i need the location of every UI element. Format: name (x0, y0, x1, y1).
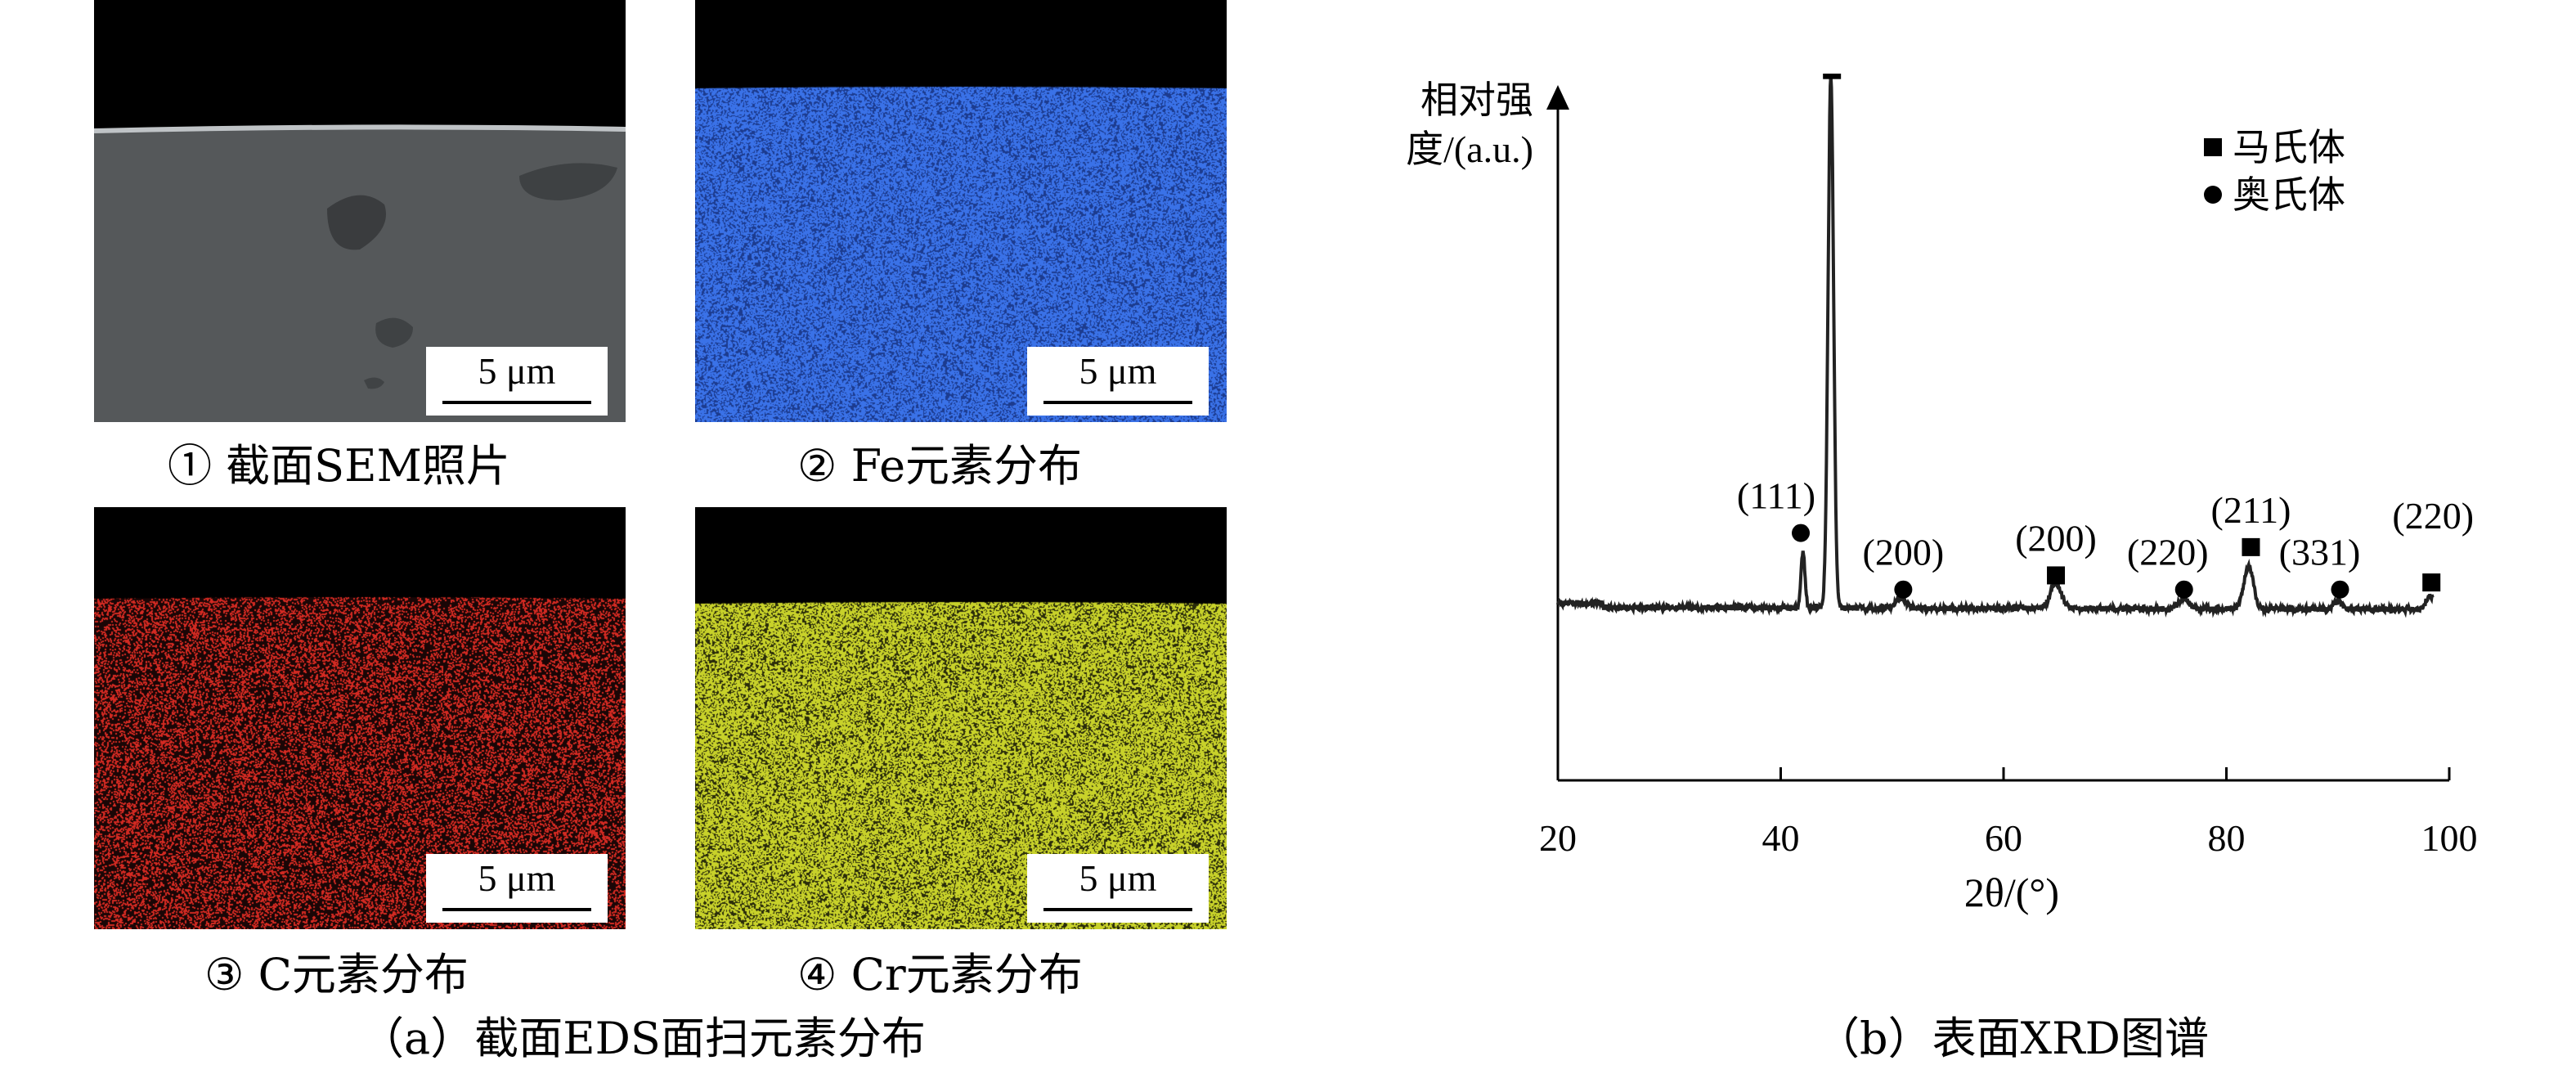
peak-annotations: (110)(111)(200)(200)(220)(211)(331)(220) (1737, 74, 2474, 599)
chart-axes (1546, 85, 2451, 782)
x-tick-labels: 20 40 60 80 100 (1539, 817, 2478, 859)
sem-caption: ① 截面SEM照片 (168, 440, 510, 492)
c-caption: ③ C元素分布 (204, 949, 469, 1000)
scale-bar-label: 5 μm (478, 350, 556, 392)
legend-circle-marker (2204, 186, 2222, 204)
x-tick-label: 100 (2421, 817, 2478, 859)
legend-label: 奥氏体 (2233, 174, 2345, 216)
x-tick-label: 60 (1985, 817, 2022, 859)
x-axis-label: 2θ/(°) (1964, 870, 2059, 915)
c-map-image: 5 μm (94, 507, 626, 929)
peak-label: (331) (2279, 532, 2361, 573)
sem-image-canvas (94, 0, 626, 422)
peak-label: (220) (2392, 495, 2474, 537)
fe-caption: ② Fe元素分布 (797, 440, 1083, 492)
scale-bar: 5 μm (426, 854, 608, 923)
scale-bar-label: 5 μm (1079, 350, 1157, 392)
legend-square-marker (2204, 138, 2222, 156)
martensite-marker (2047, 566, 2066, 585)
scale-bar-line (442, 908, 591, 911)
martensite-marker (1823, 74, 1842, 79)
scale-bar: 5 μm (1027, 854, 1209, 923)
austenite-marker (1792, 524, 1811, 542)
series-line (1556, 75, 2435, 618)
x-tick-label: 20 (1539, 817, 1577, 859)
peak-label: (220) (2127, 532, 2209, 573)
austenite-marker (2331, 580, 2349, 599)
panel-a-caption: （a）截面EDS面扫元素分布 (360, 1013, 926, 1064)
austenite-marker (1894, 580, 1913, 599)
scale-bar: 5 μm (1027, 347, 1209, 416)
scale-bar-line (1043, 908, 1192, 911)
sem-image: 5 μm (94, 0, 626, 422)
scale-bar-label: 5 μm (478, 857, 556, 899)
peak-label: (211) (2211, 489, 2291, 531)
cr-map-image: 5 μm (695, 507, 1227, 929)
scale-bar-line (1043, 401, 1192, 404)
fe-map-image: 5 μm (695, 0, 1227, 422)
peak-label: (200) (1863, 532, 1945, 573)
scale-bar: 5 μm (426, 347, 608, 416)
panel-b-caption: （b）表面XRD图谱 (1815, 1013, 2209, 1064)
y-axis-arrow (1546, 85, 1569, 110)
peak-label: (200) (2015, 517, 2097, 559)
martensite-marker (2242, 537, 2260, 556)
legend-label: 马氏体 (2233, 127, 2345, 169)
scale-bar-line (442, 401, 591, 404)
martensite-marker (2422, 573, 2441, 592)
cr-caption: ④ Cr元素分布 (797, 949, 1083, 1000)
y-axis-label-line: 相对强 (1420, 79, 1533, 121)
y-axis-label-line: 度/(a.u.) (1406, 128, 1533, 170)
scale-bar-label: 5 μm (1079, 857, 1157, 899)
austenite-marker (2174, 580, 2193, 599)
x-tick-label: 80 (2208, 817, 2246, 859)
x-tick-label: 40 (1762, 817, 1800, 859)
peak-label: (111) (1737, 475, 1815, 517)
